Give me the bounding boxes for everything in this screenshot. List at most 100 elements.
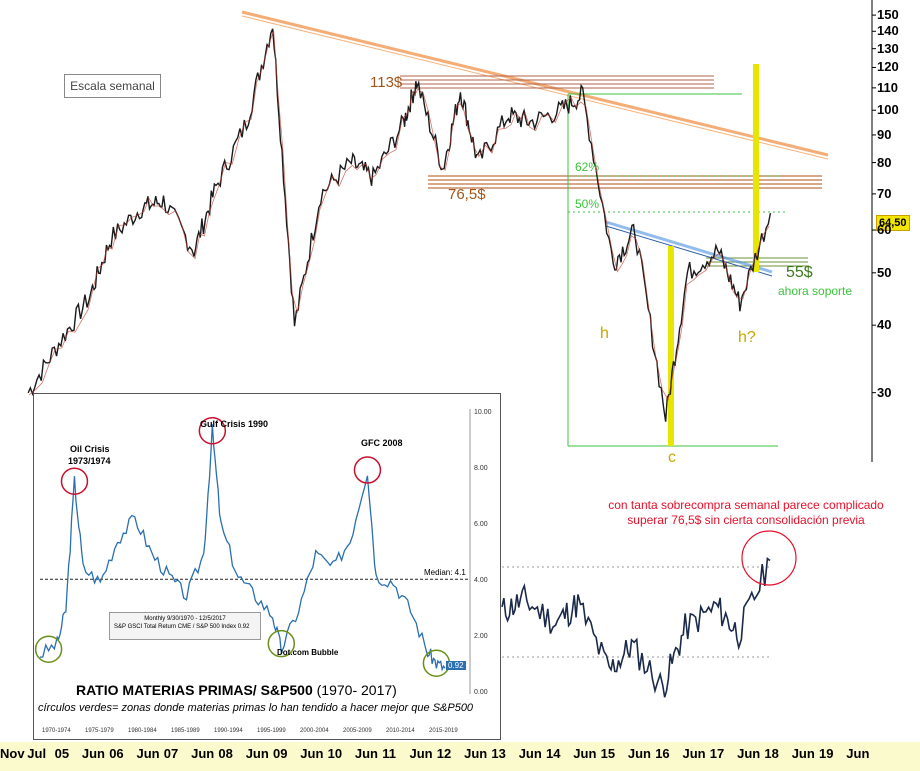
x-tick-label: 11 xyxy=(382,746,396,761)
crisis-circle xyxy=(353,456,382,484)
x-tick-label: 16 xyxy=(655,746,670,761)
x-tick-label: 05 xyxy=(54,746,70,761)
fib-50-label: 50% xyxy=(575,197,600,211)
x-tick-label: 13 xyxy=(491,746,506,761)
inset-y-tick-label: 10.00 xyxy=(474,409,492,416)
inset-y-tick-label: 4.00 xyxy=(474,577,488,584)
yellow-bar-left xyxy=(668,246,674,446)
dotcom-label: Dot.com Bubble xyxy=(277,648,339,657)
x-tick-label: Jun xyxy=(791,746,815,761)
price-series-shadow xyxy=(28,30,770,401)
green-zone-circle xyxy=(267,629,296,658)
inset-subtitle: círculos verdes= zonas donde materias pr… xyxy=(38,702,474,714)
x-tick-label: Jun xyxy=(573,746,597,761)
y-tick-label: 110 xyxy=(877,79,898,95)
y-tick-label: 80 xyxy=(877,154,892,170)
x-tick-label: 09 xyxy=(273,746,288,761)
x-tick-label: Jun xyxy=(464,746,488,761)
support-new-label: 55$ xyxy=(786,264,813,281)
scale-label: Escala semanal xyxy=(64,74,161,98)
x-tick-label: Jun xyxy=(81,746,106,761)
c-label: c xyxy=(668,449,676,466)
inset-x-tick-label: 1995-1999 xyxy=(257,728,286,734)
inset-x-tick-label: 2000-2004 xyxy=(300,728,329,734)
y-tick-label: 70 xyxy=(877,185,892,201)
inset-title: RATIO MATERIAS PRIMAS/ S&P500 (1970- 201… xyxy=(76,682,397,698)
inset-legend-line2: S&P GSCI Total Return CME / S&P 500 Inde… xyxy=(114,624,250,630)
oil-crisis-years: 1973/1974 xyxy=(68,456,111,466)
x-tick-label: Jun xyxy=(737,746,761,761)
h-right-label: h? xyxy=(738,329,756,346)
inset-x-tick-label: 1975-1979 xyxy=(85,728,114,734)
comment-text: con tanta sobrecompra semanal parece com… xyxy=(608,498,884,527)
ratio-inset-chart: Oil Crisis 1973/1974 Gulf Crisis 1990 GF… xyxy=(33,393,501,740)
x-tick-label: Jun xyxy=(245,746,269,761)
gulf-crisis-label: Gulf Crisis 1990 xyxy=(200,419,269,429)
last-value-badge: 0.92 xyxy=(446,661,466,670)
x-tick-label: Jun xyxy=(409,746,433,761)
x-tick-label: 17 xyxy=(709,746,725,761)
x-tick-label: 08 xyxy=(218,746,233,761)
x-axis-bar xyxy=(0,742,920,771)
y-tick-label: 90 xyxy=(877,126,892,142)
last-price-badge: 64,50 xyxy=(876,215,910,231)
inset-x-tick-label: 1990-1994 xyxy=(214,728,243,734)
inset-y-tick-label: 0.00 xyxy=(474,689,488,696)
inset-y-tick-label: 8.00 xyxy=(474,465,488,472)
y-tick-label: 50 xyxy=(877,264,892,280)
yellow-bar-right xyxy=(753,64,759,272)
inset-legend: Monthly 9/30/1970 - 12/5/2017 S&P GSCI T… xyxy=(109,612,261,640)
inset-legend-line1: Monthly 9/30/1970 - 12/5/2017 xyxy=(144,616,226,622)
x-tick-label: 12 xyxy=(436,746,452,761)
inset-x-tick-label: 2005-2009 xyxy=(343,728,372,734)
x-tick-label: 07 xyxy=(163,746,179,761)
median-label: Median: 4.1 xyxy=(424,568,466,577)
support-note-label: ahora soporte xyxy=(778,284,853,298)
crisis-circle xyxy=(60,467,89,495)
y-tick-label: 40 xyxy=(877,317,892,333)
x-tick-label: 06 xyxy=(109,746,124,761)
inset-x-tick-label: 2010-2014 xyxy=(386,728,415,734)
resistance-label: 113$ xyxy=(370,74,403,91)
green-zone-circle xyxy=(34,635,63,663)
y-tick-label: 150 xyxy=(877,7,899,23)
inset-y-tick-label: 2.00 xyxy=(474,633,488,640)
inset-x-tick-label: 1985-1989 xyxy=(171,728,200,734)
inset-title-range: (1970- 2017) xyxy=(316,682,397,698)
x-tick-label: Nov xyxy=(0,746,25,761)
x-tick-label: Jun xyxy=(354,746,379,761)
x-tick-label: Jun xyxy=(627,746,652,761)
x-tick-label: Jun xyxy=(300,746,324,761)
crisis-circle xyxy=(198,417,227,445)
x-tick-label: 14 xyxy=(546,746,561,761)
h-left-label: h xyxy=(600,325,609,342)
fib-62-label: 62% xyxy=(575,160,600,174)
oil-crisis-label: Oil Crisis xyxy=(70,444,110,454)
x-tick-label: Jun xyxy=(518,746,542,761)
x-tick-label: 10 xyxy=(327,746,343,761)
inset-x-tick-label: 1980-1984 xyxy=(128,728,157,734)
y-tick-label: 100 xyxy=(877,102,899,118)
gfc-label: GFC 2008 xyxy=(361,438,403,448)
ratio-series xyxy=(39,424,446,672)
x-tick-label: Jun xyxy=(682,746,706,761)
y-tick-label: 60 xyxy=(877,222,892,238)
inset-title-main: RATIO MATERIAS PRIMAS/ S&P500 xyxy=(76,682,313,698)
x-tick-label: 15 xyxy=(600,746,616,761)
inset-x-tick-label: 1970-1974 xyxy=(42,728,71,734)
support-low-label: 76,5$ xyxy=(448,186,486,203)
x-tick-label: 18 xyxy=(764,746,779,761)
y-tick-label: 130 xyxy=(877,40,899,56)
x-tick-label: Jun xyxy=(136,746,160,761)
x-tick-label: Jun xyxy=(191,746,215,761)
inset-x-tick-label: 2015-2019 xyxy=(429,728,458,734)
x-tick-label: Jun xyxy=(846,746,870,761)
x-tick-label: Jul xyxy=(27,746,47,761)
inset-y-tick-label: 6.00 xyxy=(474,521,488,528)
y-tick-label: 30 xyxy=(877,384,892,400)
y-tick-label: 120 xyxy=(877,59,899,75)
x-tick-label: 19 xyxy=(819,746,834,761)
y-tick-label: 140 xyxy=(877,23,899,39)
